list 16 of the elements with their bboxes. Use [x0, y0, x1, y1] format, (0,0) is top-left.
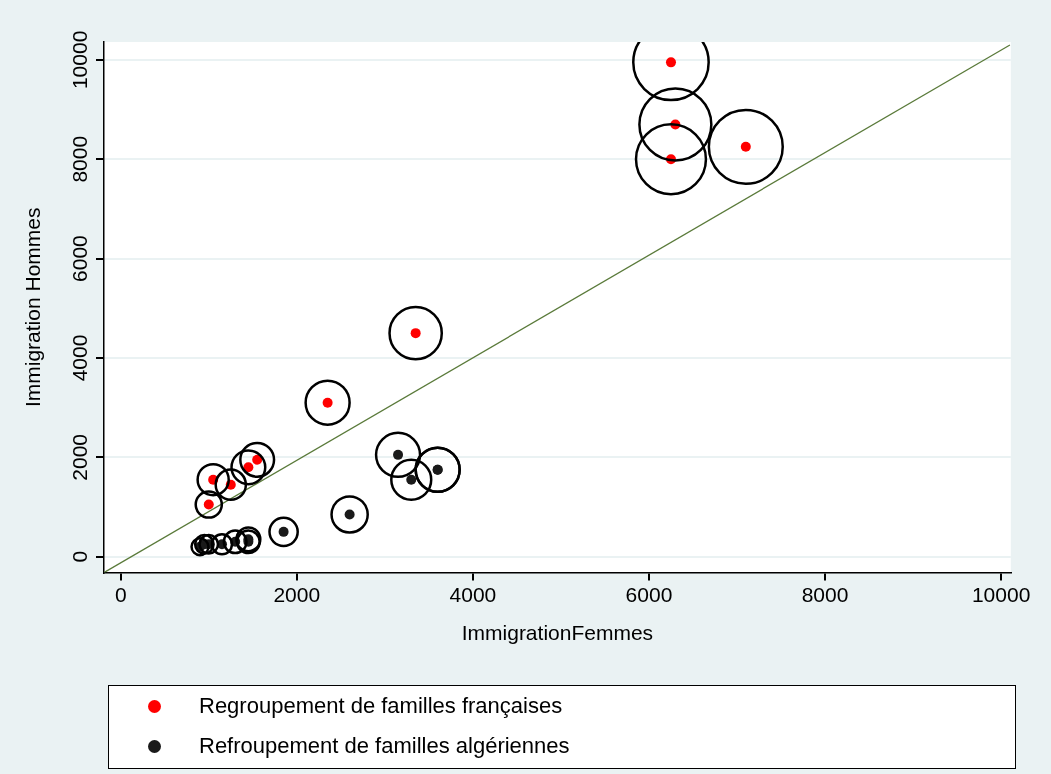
y-tick-label: 4000	[68, 334, 92, 382]
x-tick-label: 10000	[971, 583, 1031, 606]
x-tick-label: 4000	[449, 583, 497, 606]
y-tick-label: 6000	[68, 235, 92, 282]
x-tick-label: 6000	[625, 583, 673, 606]
x-tick-label: 8000	[801, 583, 849, 606]
y-tick-label: 2000	[68, 433, 92, 481]
legend-label: Regroupement de familles françaises	[199, 693, 563, 719]
x-tick-label: 2000	[273, 583, 321, 606]
x-axis-title: ImmigrationFemmes	[461, 621, 654, 645]
y-tick-label: 0	[68, 550, 92, 563]
y-tick-label: 8000	[68, 135, 92, 183]
x-tick-label: 0	[114, 583, 127, 606]
y-axis-title: Immigration Hommes	[21, 207, 45, 408]
y-tick-label: 10000	[68, 30, 92, 90]
legend-label: Refroupement de familles algériennes	[199, 733, 570, 759]
